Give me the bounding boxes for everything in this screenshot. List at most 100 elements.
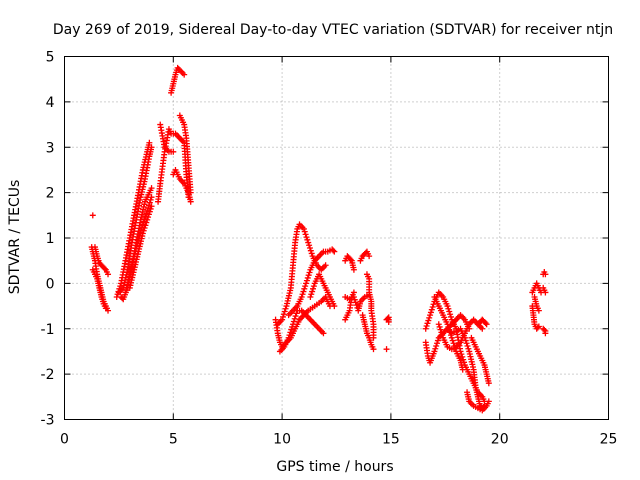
data-point bbox=[432, 345, 439, 352]
x-tick-label: 20 bbox=[491, 432, 509, 448]
data-point bbox=[187, 198, 194, 205]
data-point bbox=[370, 334, 377, 341]
data-point bbox=[307, 247, 314, 254]
data-point bbox=[320, 330, 327, 337]
data-point bbox=[300, 225, 307, 232]
data-point bbox=[306, 244, 313, 251]
data-point bbox=[459, 366, 466, 373]
data-point bbox=[351, 296, 358, 303]
data-point bbox=[438, 329, 445, 336]
data-point bbox=[385, 318, 392, 325]
data-point bbox=[145, 211, 152, 218]
data-point bbox=[282, 305, 289, 312]
data-point bbox=[352, 299, 359, 306]
data-point bbox=[542, 289, 549, 296]
y-tick-label: 3 bbox=[46, 140, 55, 156]
data-point bbox=[436, 323, 443, 330]
data-point bbox=[148, 203, 155, 210]
data-point bbox=[434, 340, 441, 347]
plot-frame bbox=[64, 56, 609, 420]
data-point bbox=[542, 330, 549, 337]
data-point bbox=[446, 308, 453, 315]
data-point bbox=[302, 231, 309, 238]
data-point bbox=[139, 230, 146, 237]
y-tick-label: 2 bbox=[46, 186, 55, 202]
data-point bbox=[310, 283, 317, 290]
data-point bbox=[534, 324, 541, 331]
data-point bbox=[304, 236, 311, 243]
data-point bbox=[148, 194, 155, 201]
data-point bbox=[304, 274, 311, 281]
data-point bbox=[347, 256, 354, 263]
data-point bbox=[431, 348, 438, 355]
data-point bbox=[288, 326, 295, 333]
data-point bbox=[463, 340, 470, 347]
data-point bbox=[101, 265, 108, 272]
data-point bbox=[542, 271, 549, 278]
data-point bbox=[433, 342, 440, 349]
data-point bbox=[306, 242, 313, 249]
data-point bbox=[479, 325, 486, 332]
axis-ticks: 0 5 10 15 20 25 -3 -2 -1 0 1 2 3 4 5 bbox=[41, 50, 618, 448]
y-tick-label: 5 bbox=[46, 50, 55, 66]
data-point bbox=[299, 291, 306, 298]
x-tick-label: 15 bbox=[382, 432, 400, 448]
data-point bbox=[485, 398, 492, 405]
data-point bbox=[353, 302, 360, 309]
data-point bbox=[483, 321, 490, 328]
data-point bbox=[427, 312, 434, 319]
y-tick-label: 4 bbox=[46, 95, 55, 111]
data-point bbox=[535, 307, 542, 314]
data-point bbox=[309, 288, 316, 295]
data-point bbox=[447, 313, 454, 320]
data-point bbox=[464, 342, 471, 349]
data-point bbox=[144, 216, 151, 223]
chart-title: Day 269 of 2019, Sidereal Day-to-day VTE… bbox=[53, 22, 613, 38]
data-point bbox=[535, 323, 542, 330]
data-point bbox=[541, 326, 548, 333]
data-point bbox=[330, 247, 337, 254]
data-point bbox=[350, 266, 357, 273]
data-point bbox=[423, 323, 430, 330]
data-point bbox=[429, 303, 436, 310]
data-point bbox=[292, 313, 299, 320]
data-point bbox=[428, 306, 435, 313]
data-point bbox=[147, 205, 154, 212]
data-point bbox=[435, 321, 442, 328]
data-point bbox=[181, 71, 188, 78]
data-point bbox=[427, 309, 434, 316]
grid-lines bbox=[64, 56, 609, 420]
data-point bbox=[384, 315, 391, 322]
data-points bbox=[88, 64, 549, 414]
data-point bbox=[285, 334, 292, 341]
data-point bbox=[279, 313, 286, 320]
y-tick-label: 1 bbox=[46, 231, 55, 247]
data-point bbox=[331, 248, 338, 255]
data-point bbox=[301, 285, 308, 292]
y-tick-label: -3 bbox=[41, 413, 55, 429]
data-point bbox=[350, 293, 357, 300]
x-tick-label: 5 bbox=[169, 432, 178, 448]
data-point bbox=[305, 239, 312, 246]
data-point bbox=[140, 227, 147, 234]
data-point bbox=[170, 148, 177, 155]
data-point bbox=[439, 332, 446, 339]
data-point bbox=[306, 269, 313, 276]
data-point bbox=[434, 337, 441, 344]
data-point bbox=[370, 346, 377, 353]
data-point bbox=[449, 337, 456, 344]
data-point bbox=[148, 185, 155, 192]
data-point bbox=[281, 308, 288, 315]
data-point bbox=[148, 144, 155, 151]
data-point bbox=[425, 317, 432, 324]
data-point bbox=[447, 311, 454, 318]
data-point bbox=[145, 214, 152, 221]
data-point bbox=[105, 271, 112, 278]
data-point bbox=[102, 305, 109, 312]
data-point bbox=[291, 315, 298, 322]
data-point bbox=[301, 228, 308, 235]
data-point bbox=[293, 310, 300, 317]
data-point bbox=[146, 199, 153, 206]
data-point bbox=[286, 332, 293, 339]
